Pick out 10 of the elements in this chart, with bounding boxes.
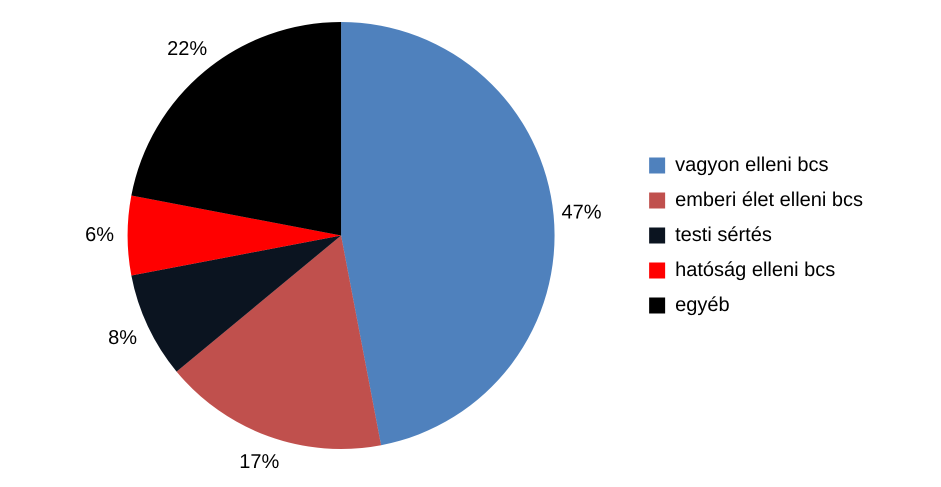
- data-label: 17%: [239, 451, 280, 474]
- legend-label: testi sértés: [675, 224, 772, 246]
- data-label: 8%: [108, 326, 138, 349]
- data-label: 6%: [85, 224, 114, 246]
- legend-label: vagyon elleni bcs: [675, 154, 829, 176]
- legend-label: egyéb: [675, 294, 730, 316]
- data-label: 22%: [167, 38, 208, 60]
- data-label: 47%: [561, 201, 602, 224]
- legend-label: emberi élet elleni bcs: [675, 189, 864, 212]
- legend-label: hatóság elleni bcs: [675, 259, 836, 282]
